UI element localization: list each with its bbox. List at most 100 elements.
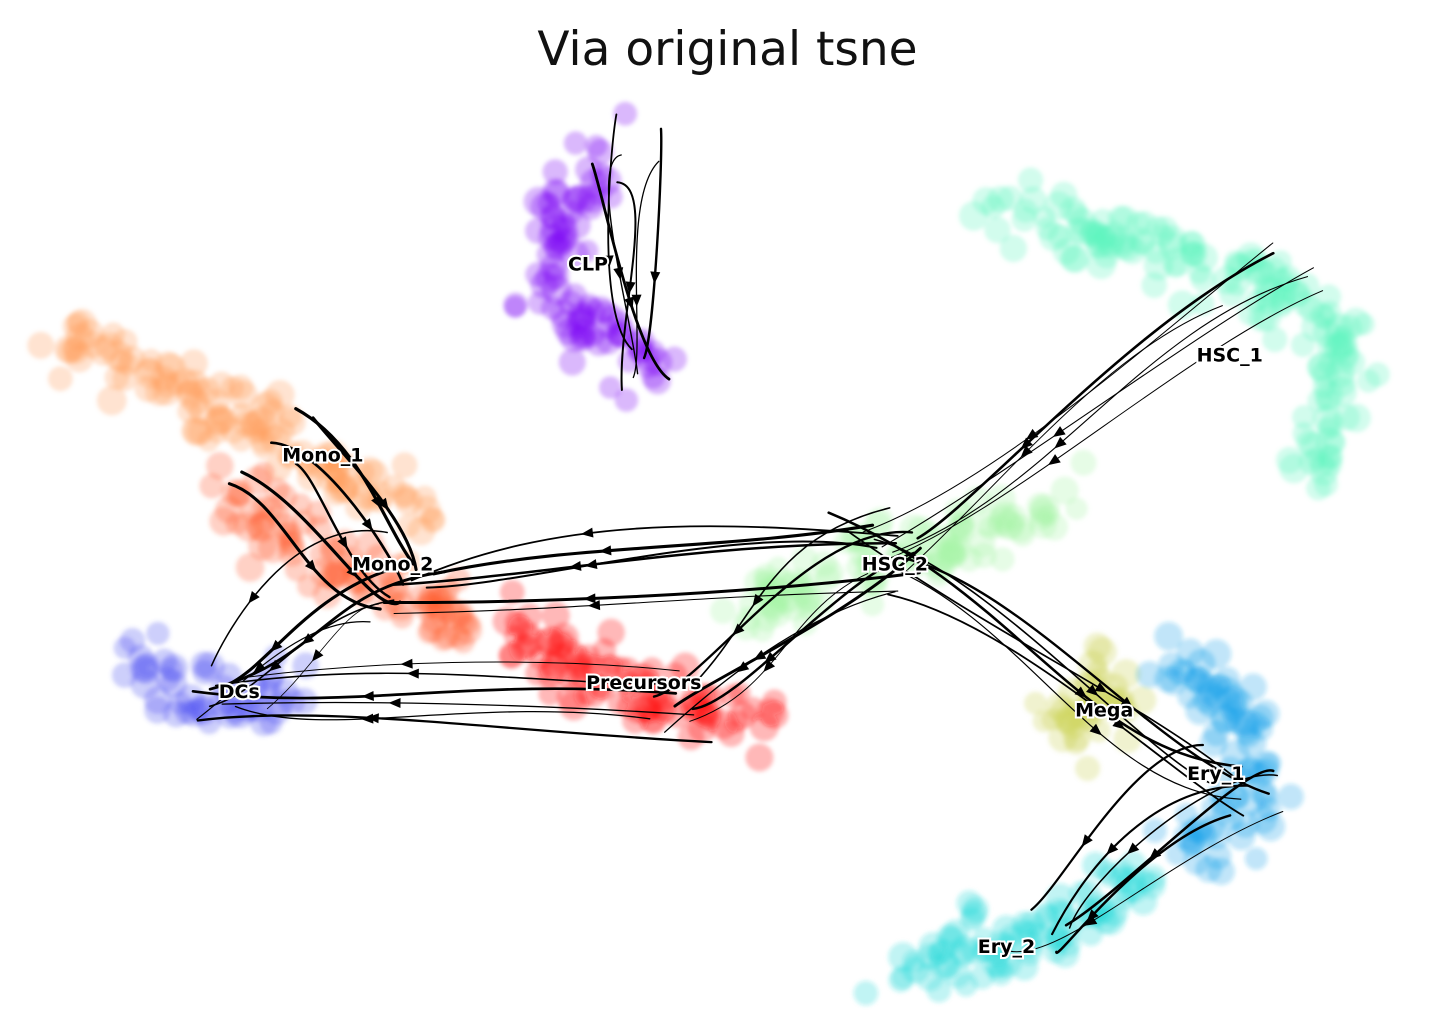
data-point [499, 579, 525, 605]
streamline [862, 242, 1274, 533]
data-point [538, 682, 562, 706]
data-point [613, 101, 638, 126]
data-point [1197, 674, 1223, 701]
data-point [1143, 250, 1174, 281]
streamline [196, 714, 713, 744]
data-point [192, 659, 218, 685]
streamline-arrow [1127, 842, 1140, 855]
data-point [240, 497, 267, 524]
data-point [1191, 292, 1215, 316]
cluster-labels: CLP HSC_1 HSC_2 Mono_1 Mono_2 Precursors DCs Me… [217, 251, 1265, 960]
data-point [154, 371, 182, 399]
streamline [196, 621, 371, 720]
streamline-arrow [311, 649, 324, 662]
data-point [278, 688, 306, 715]
data-point [549, 228, 576, 255]
streamline [382, 571, 921, 605]
data-point [235, 553, 265, 582]
streamline [210, 529, 388, 667]
data-point [1176, 638, 1205, 667]
data-point [386, 591, 417, 621]
data-point [1307, 354, 1335, 382]
data-point [578, 678, 608, 708]
data-point [987, 185, 1014, 213]
data-point [732, 612, 761, 641]
streamline [1003, 811, 1284, 953]
data-point [1244, 847, 1268, 870]
streamline [425, 540, 878, 589]
cluster-label-mega: Mega [1075, 699, 1133, 721]
data-point [614, 388, 639, 412]
data-point [418, 592, 443, 618]
data-point [1315, 427, 1345, 457]
streamline [607, 113, 633, 351]
streamline-arrow [1148, 848, 1162, 860]
streamline-arrow [631, 294, 642, 307]
streamline-arrow [580, 527, 594, 538]
data-point [569, 306, 596, 334]
data-point [96, 385, 127, 416]
data-point [687, 713, 717, 743]
streamline [642, 127, 663, 360]
data-point [430, 626, 456, 652]
streamline [311, 416, 418, 572]
streamline-arrow [1089, 723, 1102, 736]
data-point [206, 420, 230, 444]
streamline [270, 441, 405, 586]
streamline-arrow [361, 690, 374, 701]
data-point [1154, 621, 1183, 651]
data-point [585, 134, 608, 157]
data-point [999, 924, 1023, 947]
data-point [1314, 472, 1339, 497]
streamline-arrow [736, 661, 750, 673]
streamline-arrow [1048, 454, 1061, 466]
data-point [206, 452, 234, 480]
data-point [1365, 362, 1390, 387]
data-point [1061, 245, 1090, 273]
streamline-arrow [1020, 445, 1033, 458]
streamline [208, 599, 395, 708]
data-point [1158, 652, 1185, 678]
data-point [1024, 691, 1047, 715]
data-point [392, 485, 417, 509]
data-point [1035, 217, 1059, 241]
data-point [387, 553, 411, 577]
data-point [1167, 290, 1197, 320]
data-point [902, 950, 926, 973]
cluster-label-mono-1: Mono_1 [282, 445, 363, 467]
data-point [791, 546, 819, 574]
data-point [1226, 689, 1254, 717]
data-point [1330, 339, 1360, 368]
streamline-arrow [1054, 436, 1067, 449]
data-point [1292, 405, 1317, 430]
data-point [1298, 449, 1325, 476]
data-point [541, 601, 570, 630]
streamline [689, 573, 869, 722]
data-point [450, 608, 476, 634]
streamline-arrow [304, 559, 317, 573]
data-point [1236, 242, 1266, 272]
streamline-arrow [253, 661, 266, 673]
streamline [432, 523, 875, 576]
cluster-label-ery-2: Ery_2 [978, 936, 1035, 958]
data-point [104, 365, 130, 390]
data-point [1199, 816, 1225, 841]
streamline [221, 701, 695, 716]
streamline [393, 590, 899, 615]
data-point [242, 418, 268, 444]
data-point [1207, 857, 1235, 886]
streamline-arrow [603, 255, 614, 268]
streamline [616, 181, 637, 391]
streamline [240, 470, 402, 606]
cluster-ery-2-points [853, 850, 1167, 1006]
data-point [297, 574, 321, 598]
streamline-arrow [1094, 682, 1108, 693]
data-point [284, 557, 309, 582]
data-point [1084, 688, 1110, 715]
streamline [916, 251, 1275, 540]
data-point [1262, 326, 1288, 353]
data-point [1017, 167, 1044, 193]
data-point [323, 559, 351, 587]
data-point [48, 366, 73, 392]
